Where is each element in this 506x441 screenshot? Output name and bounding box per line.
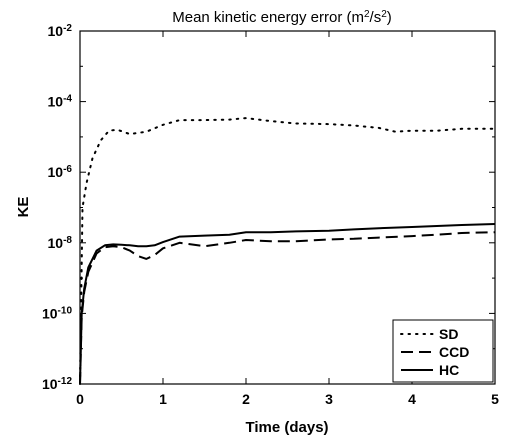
x-tick-label: 2 — [242, 391, 250, 407]
x-axis-label: Time (days) — [245, 419, 328, 436]
x-tick-label: 5 — [491, 391, 499, 407]
x-tick-label: 3 — [325, 391, 333, 407]
y-tick-label: 10-8 — [48, 234, 73, 251]
x-tick-label: 1 — [159, 391, 167, 407]
legend-label-sd: SD — [439, 326, 458, 342]
legend: SD CCD HC — [392, 319, 494, 383]
y-tick-label: 10-4 — [48, 93, 73, 110]
chart-title: Mean kinetic energy error (m2/s2) — [172, 9, 392, 27]
y-axis-label: KE — [15, 197, 32, 218]
series-line-hc — [79, 223, 496, 385]
y-tick-label: 10-10 — [42, 305, 72, 322]
legend-label-hc: HC — [439, 362, 459, 378]
axis-ticks: 0 1 2 3 4 5 10-2 10-4 10-6 10-8 10-10 10-12 — [42, 23, 499, 408]
legend-label-ccd: CCD — [439, 344, 469, 360]
x-tick-label: 4 — [408, 391, 416, 407]
series-layer — [79, 117, 496, 385]
y-tick-label: 10-2 — [48, 23, 73, 40]
y-tick-label: 10-6 — [48, 164, 73, 181]
series-line-ccd — [79, 231, 496, 385]
x-tick-label: 0 — [76, 391, 84, 407]
y-tick-label: 10-12 — [42, 376, 72, 393]
